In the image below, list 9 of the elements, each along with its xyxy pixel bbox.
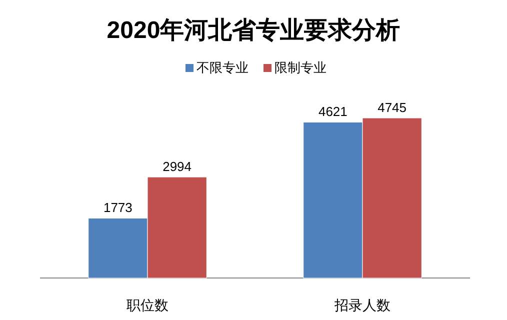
chart-title: 2020年河北省专业要求分析 — [106, 17, 400, 44]
legend-label: 限制专业 — [274, 60, 326, 75]
data-label: 4621 — [318, 104, 348, 120]
x-tick-label: 职位数 — [126, 297, 168, 313]
data-label: 4745 — [378, 100, 407, 115]
legend-label: 不限专业 — [196, 60, 248, 75]
x-tick-label: 招录人数 — [334, 297, 390, 313]
data-label: 1773 — [103, 200, 132, 216]
data-label: 2994 — [162, 159, 192, 174]
